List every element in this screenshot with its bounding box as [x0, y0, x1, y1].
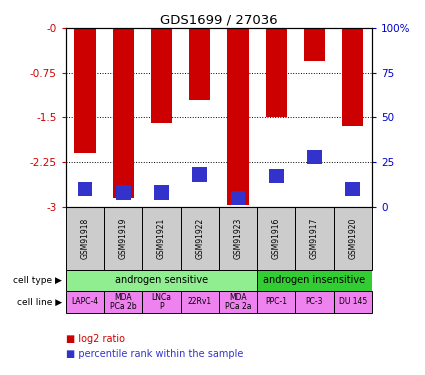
Bar [304, 28, 325, 61]
Text: GSM91923: GSM91923 [233, 217, 243, 259]
Text: PPC-1: PPC-1 [265, 297, 287, 306]
Bar [334, 291, 372, 313]
Bar [142, 291, 181, 313]
Bar [295, 291, 334, 313]
Text: cell type ▶: cell type ▶ [13, 276, 62, 285]
Bar [307, 150, 322, 164]
Bar [334, 207, 372, 270]
Text: GSM91917: GSM91917 [310, 217, 319, 259]
Text: MDA
PCa 2a: MDA PCa 2a [225, 292, 251, 311]
Bar [257, 270, 372, 291]
Text: DU 145: DU 145 [339, 297, 367, 306]
Bar [104, 207, 142, 270]
Bar [295, 207, 334, 270]
Bar [74, 28, 96, 153]
Text: cell line ▶: cell line ▶ [17, 297, 62, 306]
Bar [66, 270, 257, 291]
Bar [219, 291, 257, 313]
Text: MDA
PCa 2b: MDA PCa 2b [110, 292, 136, 311]
Text: GSM91922: GSM91922 [195, 218, 204, 259]
Bar [342, 28, 363, 126]
Bar [266, 28, 287, 117]
Text: GSM91916: GSM91916 [272, 217, 281, 259]
Bar [227, 28, 249, 205]
Bar [154, 185, 169, 200]
Title: GDS1699 / 27036: GDS1699 / 27036 [160, 14, 278, 27]
Text: ■ log2 ratio: ■ log2 ratio [66, 334, 125, 344]
Bar [346, 182, 360, 196]
Bar [113, 28, 134, 198]
Text: androgen insensitive: androgen insensitive [264, 275, 366, 285]
Bar [181, 207, 219, 270]
Text: LAPC-4: LAPC-4 [71, 297, 99, 306]
Bar [104, 291, 142, 313]
Text: GSM91919: GSM91919 [119, 217, 128, 259]
Bar [78, 182, 92, 196]
Bar [257, 207, 295, 270]
Bar [231, 190, 245, 205]
Text: GSM91918: GSM91918 [80, 218, 90, 259]
Bar [142, 207, 181, 270]
Text: 22Rv1: 22Rv1 [188, 297, 212, 306]
Bar [181, 291, 219, 313]
Bar [116, 185, 130, 200]
Text: androgen sensitive: androgen sensitive [115, 275, 208, 285]
Text: GSM91920: GSM91920 [348, 217, 357, 259]
Text: GSM91921: GSM91921 [157, 218, 166, 259]
Bar [189, 28, 210, 99]
Text: ■ percentile rank within the sample: ■ percentile rank within the sample [66, 350, 243, 359]
Text: PC-3: PC-3 [306, 297, 323, 306]
Bar [151, 28, 172, 123]
Bar [269, 169, 283, 183]
Bar [219, 207, 257, 270]
Bar [66, 291, 104, 313]
Text: LNCa
P: LNCa P [151, 292, 172, 311]
Bar [66, 207, 104, 270]
Bar [257, 291, 295, 313]
Bar [193, 167, 207, 182]
